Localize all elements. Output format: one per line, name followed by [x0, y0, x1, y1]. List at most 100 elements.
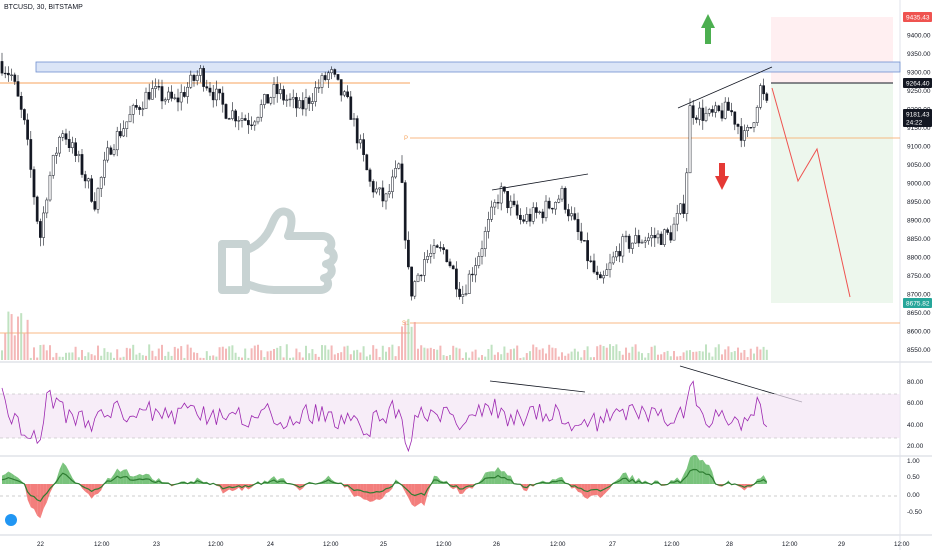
- osc-area: [683, 468, 687, 484]
- volume-bar: [548, 344, 551, 360]
- osc-area: [5, 471, 9, 484]
- candle-body: [10, 74, 13, 76]
- volume-bar: [724, 349, 727, 360]
- candle-body: [464, 293, 468, 295]
- time-tick-label: 25: [380, 541, 387, 548]
- volume-bar: [538, 349, 541, 360]
- volume-bar: [522, 357, 525, 360]
- osc-area: [702, 459, 706, 484]
- volume-bar: [765, 349, 768, 360]
- volume-bar: [714, 347, 717, 360]
- volume-bar: [362, 346, 365, 360]
- osc-area: [66, 465, 70, 484]
- osc-signal-line: [1, 468, 768, 502]
- candle-body: [250, 124, 253, 126]
- candle-body: [378, 187, 381, 190]
- candle-body: [698, 107, 701, 120]
- volume-bar: [733, 351, 736, 360]
- volume-bar: [445, 356, 448, 360]
- volume-bar: [77, 357, 80, 360]
- volume-bar: [477, 357, 480, 360]
- volume-bar: [561, 352, 563, 360]
- candle-body: [727, 101, 730, 111]
- volume-bar: [439, 345, 442, 360]
- volume-bar: [39, 345, 42, 360]
- candle-body: [602, 275, 605, 279]
- osc-area: [261, 480, 265, 485]
- candle-body: [759, 85, 762, 108]
- candle-body: [215, 88, 218, 101]
- volume-bar: [253, 345, 256, 360]
- volume-bar: [234, 352, 237, 360]
- osc-area: [603, 484, 607, 496]
- candle-body: [531, 207, 535, 222]
- candle-body: [640, 241, 644, 244]
- time-tick-label: 26: [493, 541, 500, 548]
- volume-bar: [493, 354, 496, 360]
- candle-body: [397, 163, 401, 169]
- candle-body: [599, 274, 602, 279]
- candle-body: [554, 202, 557, 210]
- volume-bar: [407, 318, 410, 360]
- candle-body: [723, 101, 727, 119]
- volume-bar: [141, 355, 144, 360]
- volume-bar: [759, 349, 762, 360]
- volume-bar: [68, 352, 71, 360]
- volume-bar: [570, 351, 573, 360]
- candle-body: [416, 274, 420, 282]
- volume-bar: [372, 345, 375, 360]
- candle-body: [80, 154, 84, 175]
- candle-body: [333, 69, 337, 75]
- volume-bar: [177, 348, 179, 360]
- volume-bar: [529, 351, 531, 360]
- volume-bar: [228, 346, 231, 360]
- osc-area: [760, 475, 764, 484]
- volume-bar: [90, 354, 93, 360]
- volume-bar: [180, 346, 183, 360]
- volume-bar: [285, 344, 288, 360]
- volume-bar: [74, 346, 77, 360]
- volume-bar: [452, 345, 455, 360]
- volume-bar: [404, 321, 407, 360]
- volume-bar: [7, 311, 10, 360]
- candle-body: [487, 219, 490, 232]
- candle-body: [749, 127, 753, 129]
- volume-bar: [634, 344, 637, 360]
- volume-bar: [564, 355, 567, 360]
- volume-bar: [132, 344, 135, 360]
- candle-body: [19, 96, 23, 110]
- volume-bar: [106, 351, 109, 360]
- candle-body: [112, 149, 116, 155]
- candle-body: [688, 105, 692, 174]
- candle-body: [119, 131, 122, 137]
- short-target-zone: [771, 83, 893, 303]
- volume-bar: [269, 350, 272, 360]
- volume-bar: [135, 354, 138, 360]
- candle-body: [74, 142, 77, 156]
- volume-bar: [577, 351, 579, 360]
- candle-body: [682, 203, 685, 214]
- volume-bar: [593, 357, 595, 360]
- volume-bar: [605, 347, 608, 360]
- volume-bar: [650, 346, 653, 360]
- osc-area: [88, 484, 92, 499]
- candle-body: [515, 204, 519, 216]
- candle-body: [746, 127, 749, 131]
- price-badge-label: 9181.43: [906, 112, 930, 119]
- volume-bar: [52, 357, 55, 360]
- candle-body: [77, 154, 81, 156]
- volume-bar: [586, 346, 589, 360]
- candle-body: [400, 163, 404, 183]
- candle-body: [717, 105, 721, 111]
- volume-bar: [401, 326, 403, 360]
- volume-bar: [215, 356, 218, 360]
- trendline: [677, 66, 773, 109]
- volume-bar: [394, 356, 397, 360]
- volume-bar: [125, 347, 128, 360]
- volume-bar: [218, 347, 221, 360]
- volume-bar: [65, 352, 67, 360]
- candle-body: [259, 104, 263, 118]
- candle-body: [691, 105, 695, 119]
